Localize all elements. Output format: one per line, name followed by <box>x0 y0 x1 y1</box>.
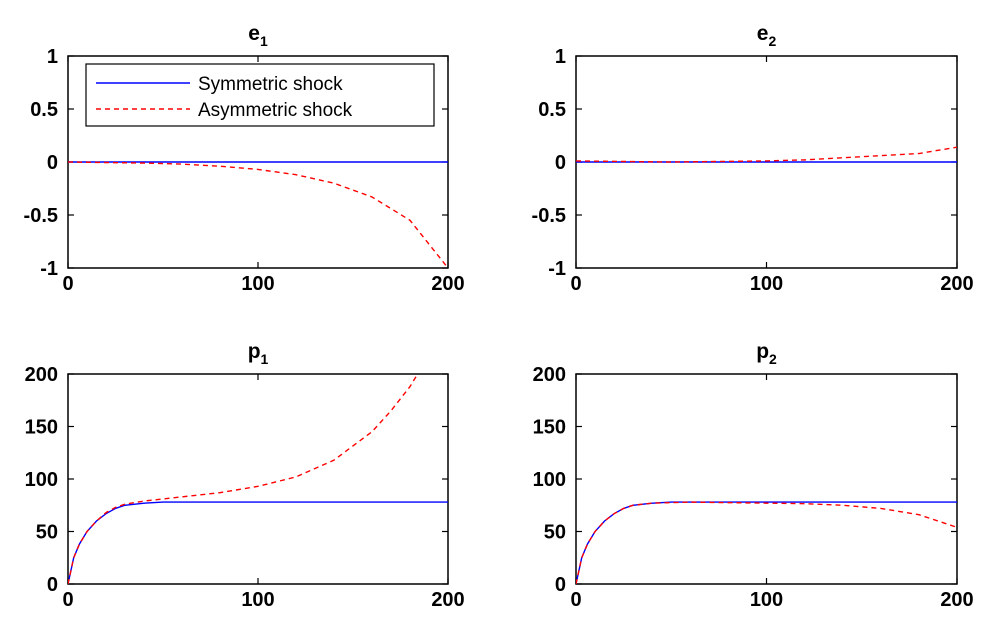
x-tick-label: 0 <box>62 589 73 611</box>
y-tick-label: 50 <box>544 522 566 544</box>
subplot-title: p1 <box>248 340 269 367</box>
title-subscript: 1 <box>260 33 268 49</box>
x-tick-label: 200 <box>431 589 464 611</box>
y-tick-label: -0.5 <box>24 205 58 227</box>
y-tick-label: 0.5 <box>538 99 566 121</box>
y-tick-label: 1 <box>555 46 566 68</box>
x-tick-label: 0 <box>570 589 581 611</box>
y-tick-label: -1 <box>548 258 566 280</box>
y-tick-label: 0 <box>47 574 58 596</box>
title-main: e <box>757 22 769 45</box>
x-tick-label: 200 <box>940 273 973 295</box>
x-tick-label: 100 <box>750 589 783 611</box>
title-main: e <box>248 22 260 45</box>
title-subscript: 1 <box>261 351 269 367</box>
subplot-title: e1 <box>248 22 268 49</box>
y-tick-label: 50 <box>36 522 58 544</box>
subplot-3: p1 0 100 200 0 50 100 150 200 <box>25 340 465 611</box>
y-tick-label: 200 <box>533 364 566 386</box>
subplot-title: e2 <box>757 22 777 49</box>
legend: Symmetric shock Asymmetric shock <box>85 63 435 127</box>
y-tick-label: 0.5 <box>30 99 58 121</box>
x-tick-label: 100 <box>241 273 274 295</box>
x-tick-label: 200 <box>431 273 464 295</box>
y-tick-label: 0 <box>47 152 58 174</box>
y-tick-label: -0.5 <box>532 205 566 227</box>
x-tick-label: 100 <box>750 273 783 295</box>
y-tick-label: 0 <box>555 574 566 596</box>
subplot-4: p2 0 100 200 0 50 100 150 200 <box>533 340 974 611</box>
title-main: p <box>248 340 261 363</box>
subplot-2: e2 0 100 200 -1 -0.5 0 0.5 1 <box>532 22 974 295</box>
y-tick-label: -1 <box>40 258 58 280</box>
legend-entry: Asymmetric shock <box>198 100 353 121</box>
legend-entry: Symmetric shock <box>198 74 343 95</box>
series-line-asymmetric <box>576 501 957 584</box>
y-tick-label: 100 <box>25 469 58 491</box>
y-tick-label: 0 <box>555 152 566 174</box>
series-line-asymmetric <box>68 374 419 584</box>
y-tick-label: 100 <box>533 469 566 491</box>
axes-frame <box>67 373 449 585</box>
series-line-asymmetric <box>576 146 957 163</box>
y-tick-label: 150 <box>533 417 566 439</box>
y-tick-label: 150 <box>25 417 58 439</box>
x-tick-label: 200 <box>940 589 973 611</box>
x-tick-label: 0 <box>62 273 73 295</box>
title-subscript: 2 <box>768 33 776 49</box>
y-tick-label: 1 <box>47 46 58 68</box>
x-tick-label: 0 <box>570 273 581 295</box>
series-line-asymmetric <box>68 161 448 268</box>
subplot-title: p2 <box>756 340 777 367</box>
x-tick-label: 100 <box>241 589 274 611</box>
title-subscript: 2 <box>769 351 777 367</box>
legend-box <box>85 63 435 127</box>
axes-frame <box>575 373 958 585</box>
y-tick-label: 200 <box>25 364 58 386</box>
title-main: p <box>756 340 769 363</box>
